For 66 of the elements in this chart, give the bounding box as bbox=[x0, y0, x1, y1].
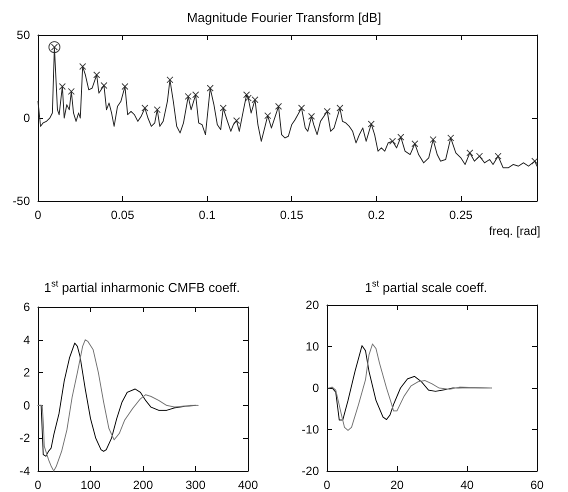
y-tick-label: 50 bbox=[16, 28, 30, 42]
point bbox=[264, 112, 272, 120]
point bbox=[298, 104, 306, 112]
point bbox=[48, 41, 60, 54]
x-tick-label: 300 bbox=[185, 478, 206, 492]
x-tick-label: 0.15 bbox=[280, 208, 304, 222]
point bbox=[79, 63, 86, 70]
x-tick-label: 0.1 bbox=[198, 208, 216, 222]
point bbox=[324, 108, 331, 115]
point bbox=[336, 104, 344, 112]
x-tick-label: 0.2 bbox=[368, 208, 385, 222]
point bbox=[154, 106, 161, 114]
point bbox=[531, 158, 538, 165]
point bbox=[243, 91, 250, 98]
y-tick-label: 0 bbox=[23, 398, 30, 412]
x-tick-label: 0 bbox=[34, 478, 42, 492]
point bbox=[494, 152, 502, 160]
point bbox=[93, 71, 100, 78]
point bbox=[368, 120, 375, 128]
point bbox=[389, 138, 396, 145]
point bbox=[476, 152, 483, 160]
x-tick-label: 60 bbox=[530, 478, 544, 492]
x-tick-label: 100 bbox=[80, 478, 101, 492]
x-tick-label: 400 bbox=[238, 478, 258, 492]
y-tick-label: -2 bbox=[19, 431, 30, 446]
y-tick-label: 6 bbox=[23, 300, 30, 314]
x-axis-title: freq. [rad] bbox=[489, 224, 540, 238]
x-tick-label: 200 bbox=[132, 478, 154, 492]
point bbox=[192, 91, 200, 98]
x-tick-label: 0.25 bbox=[449, 208, 473, 222]
y-tick-label: -4 bbox=[19, 464, 30, 478]
y-tick-label: -20 bbox=[302, 464, 320, 478]
point bbox=[308, 112, 316, 120]
x-tick-label: 40 bbox=[460, 478, 474, 492]
y-tick-label: 10 bbox=[306, 340, 320, 354]
y-tick-label: 0 bbox=[312, 381, 320, 395]
point bbox=[166, 76, 174, 84]
y-tick-label: -10 bbox=[302, 422, 320, 436]
x-tick-label: 20 bbox=[390, 478, 404, 492]
x-tick-label: 0 bbox=[34, 208, 42, 222]
y-tick-label: -50 bbox=[12, 194, 30, 208]
point bbox=[121, 82, 128, 90]
point bbox=[220, 104, 227, 112]
chart-title: Magnitude Fourier Transform [dB] bbox=[186, 10, 382, 25]
y-tick-label: 20 bbox=[306, 298, 320, 312]
point bbox=[397, 134, 404, 141]
point bbox=[466, 149, 474, 156]
point bbox=[100, 82, 108, 89]
y-tick-label: 0 bbox=[23, 111, 30, 125]
point bbox=[233, 117, 240, 124]
point bbox=[275, 102, 282, 110]
y-tick-label: 2 bbox=[23, 366, 30, 380]
y-tick-label: 4 bbox=[23, 332, 30, 347]
point bbox=[430, 136, 437, 144]
x-tick-label: 0 bbox=[324, 478, 331, 492]
point bbox=[447, 134, 454, 142]
line-series bbox=[38, 339, 199, 472]
x-tick-label: 0.05 bbox=[110, 208, 135, 222]
point bbox=[68, 88, 75, 95]
point bbox=[206, 84, 214, 92]
point bbox=[252, 96, 259, 104]
point bbox=[244, 94, 252, 102]
point bbox=[411, 140, 418, 148]
point bbox=[58, 82, 66, 90]
point bbox=[141, 104, 148, 112]
point bbox=[184, 92, 192, 100]
